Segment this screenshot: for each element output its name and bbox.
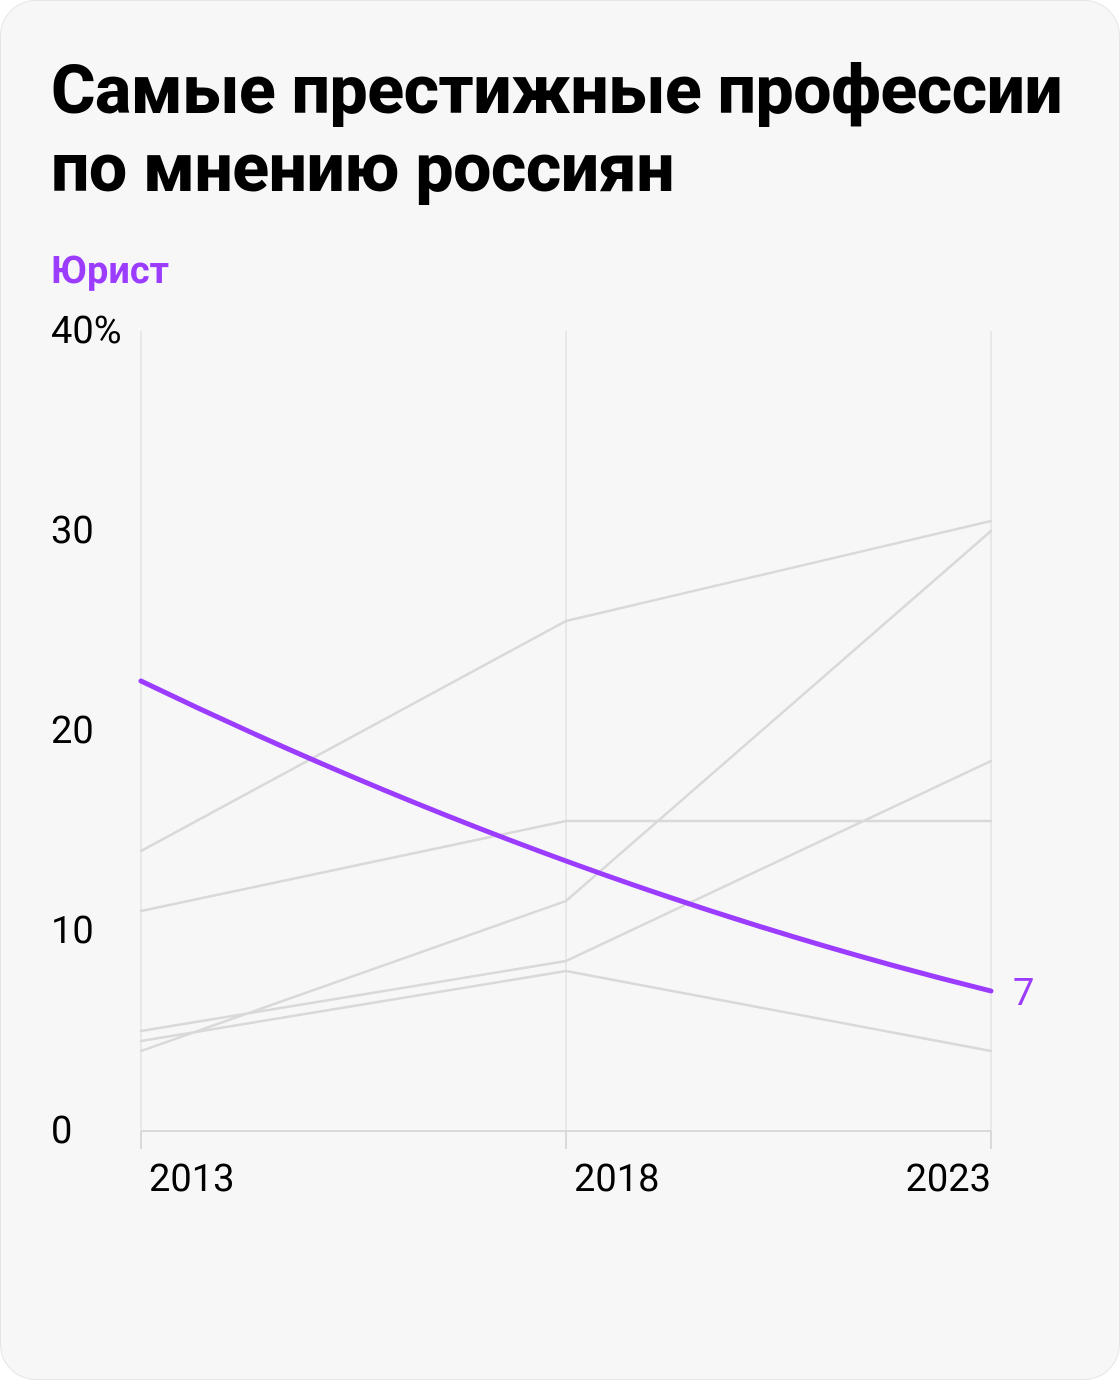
end-value-label: 7	[1013, 971, 1034, 1015]
chart-legend: Юрист	[51, 249, 1069, 293]
y-tick-label: 20	[51, 709, 94, 753]
y-tick-label: 40%	[51, 309, 122, 353]
chart-title: Самые престижные профессии по мнению рос…	[51, 51, 1069, 207]
line-chart: 0 10 20 30 40% 2013 2018 2023 7	[51, 301, 1069, 1241]
chart-card: Самые престижные профессии по мнению рос…	[0, 0, 1120, 1380]
y-tick-label: 10	[51, 909, 94, 953]
x-tick-label: 2023	[906, 1157, 991, 1201]
y-tick-label: 30	[51, 509, 94, 553]
x-tick-label: 2013	[149, 1157, 234, 1201]
y-tick-label: 0	[51, 1109, 72, 1153]
x-tick-label: 2018	[574, 1157, 659, 1201]
